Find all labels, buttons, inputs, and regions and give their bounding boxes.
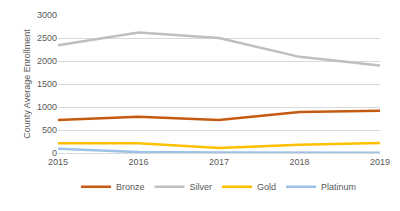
svg-text:3000: 3000 xyxy=(37,10,57,20)
svg-text:2017: 2017 xyxy=(209,157,229,167)
svg-text:2000: 2000 xyxy=(37,56,57,66)
svg-text:2018: 2018 xyxy=(289,157,309,167)
svg-text:Bronze: Bronze xyxy=(116,182,145,192)
svg-text:Silver: Silver xyxy=(190,182,213,192)
svg-text:Gold: Gold xyxy=(257,182,276,192)
svg-text:County Average Enrollment: County Average Enrollment xyxy=(22,29,32,139)
svg-text:Platinum: Platinum xyxy=(321,182,356,192)
svg-text:0: 0 xyxy=(52,148,57,158)
svg-text:1000: 1000 xyxy=(37,102,57,112)
svg-text:2016: 2016 xyxy=(128,157,148,167)
svg-text:1500: 1500 xyxy=(37,79,57,89)
svg-text:2019: 2019 xyxy=(370,157,390,167)
svg-text:2500: 2500 xyxy=(37,33,57,43)
svg-text:2015: 2015 xyxy=(48,157,68,167)
svg-text:500: 500 xyxy=(42,125,57,135)
